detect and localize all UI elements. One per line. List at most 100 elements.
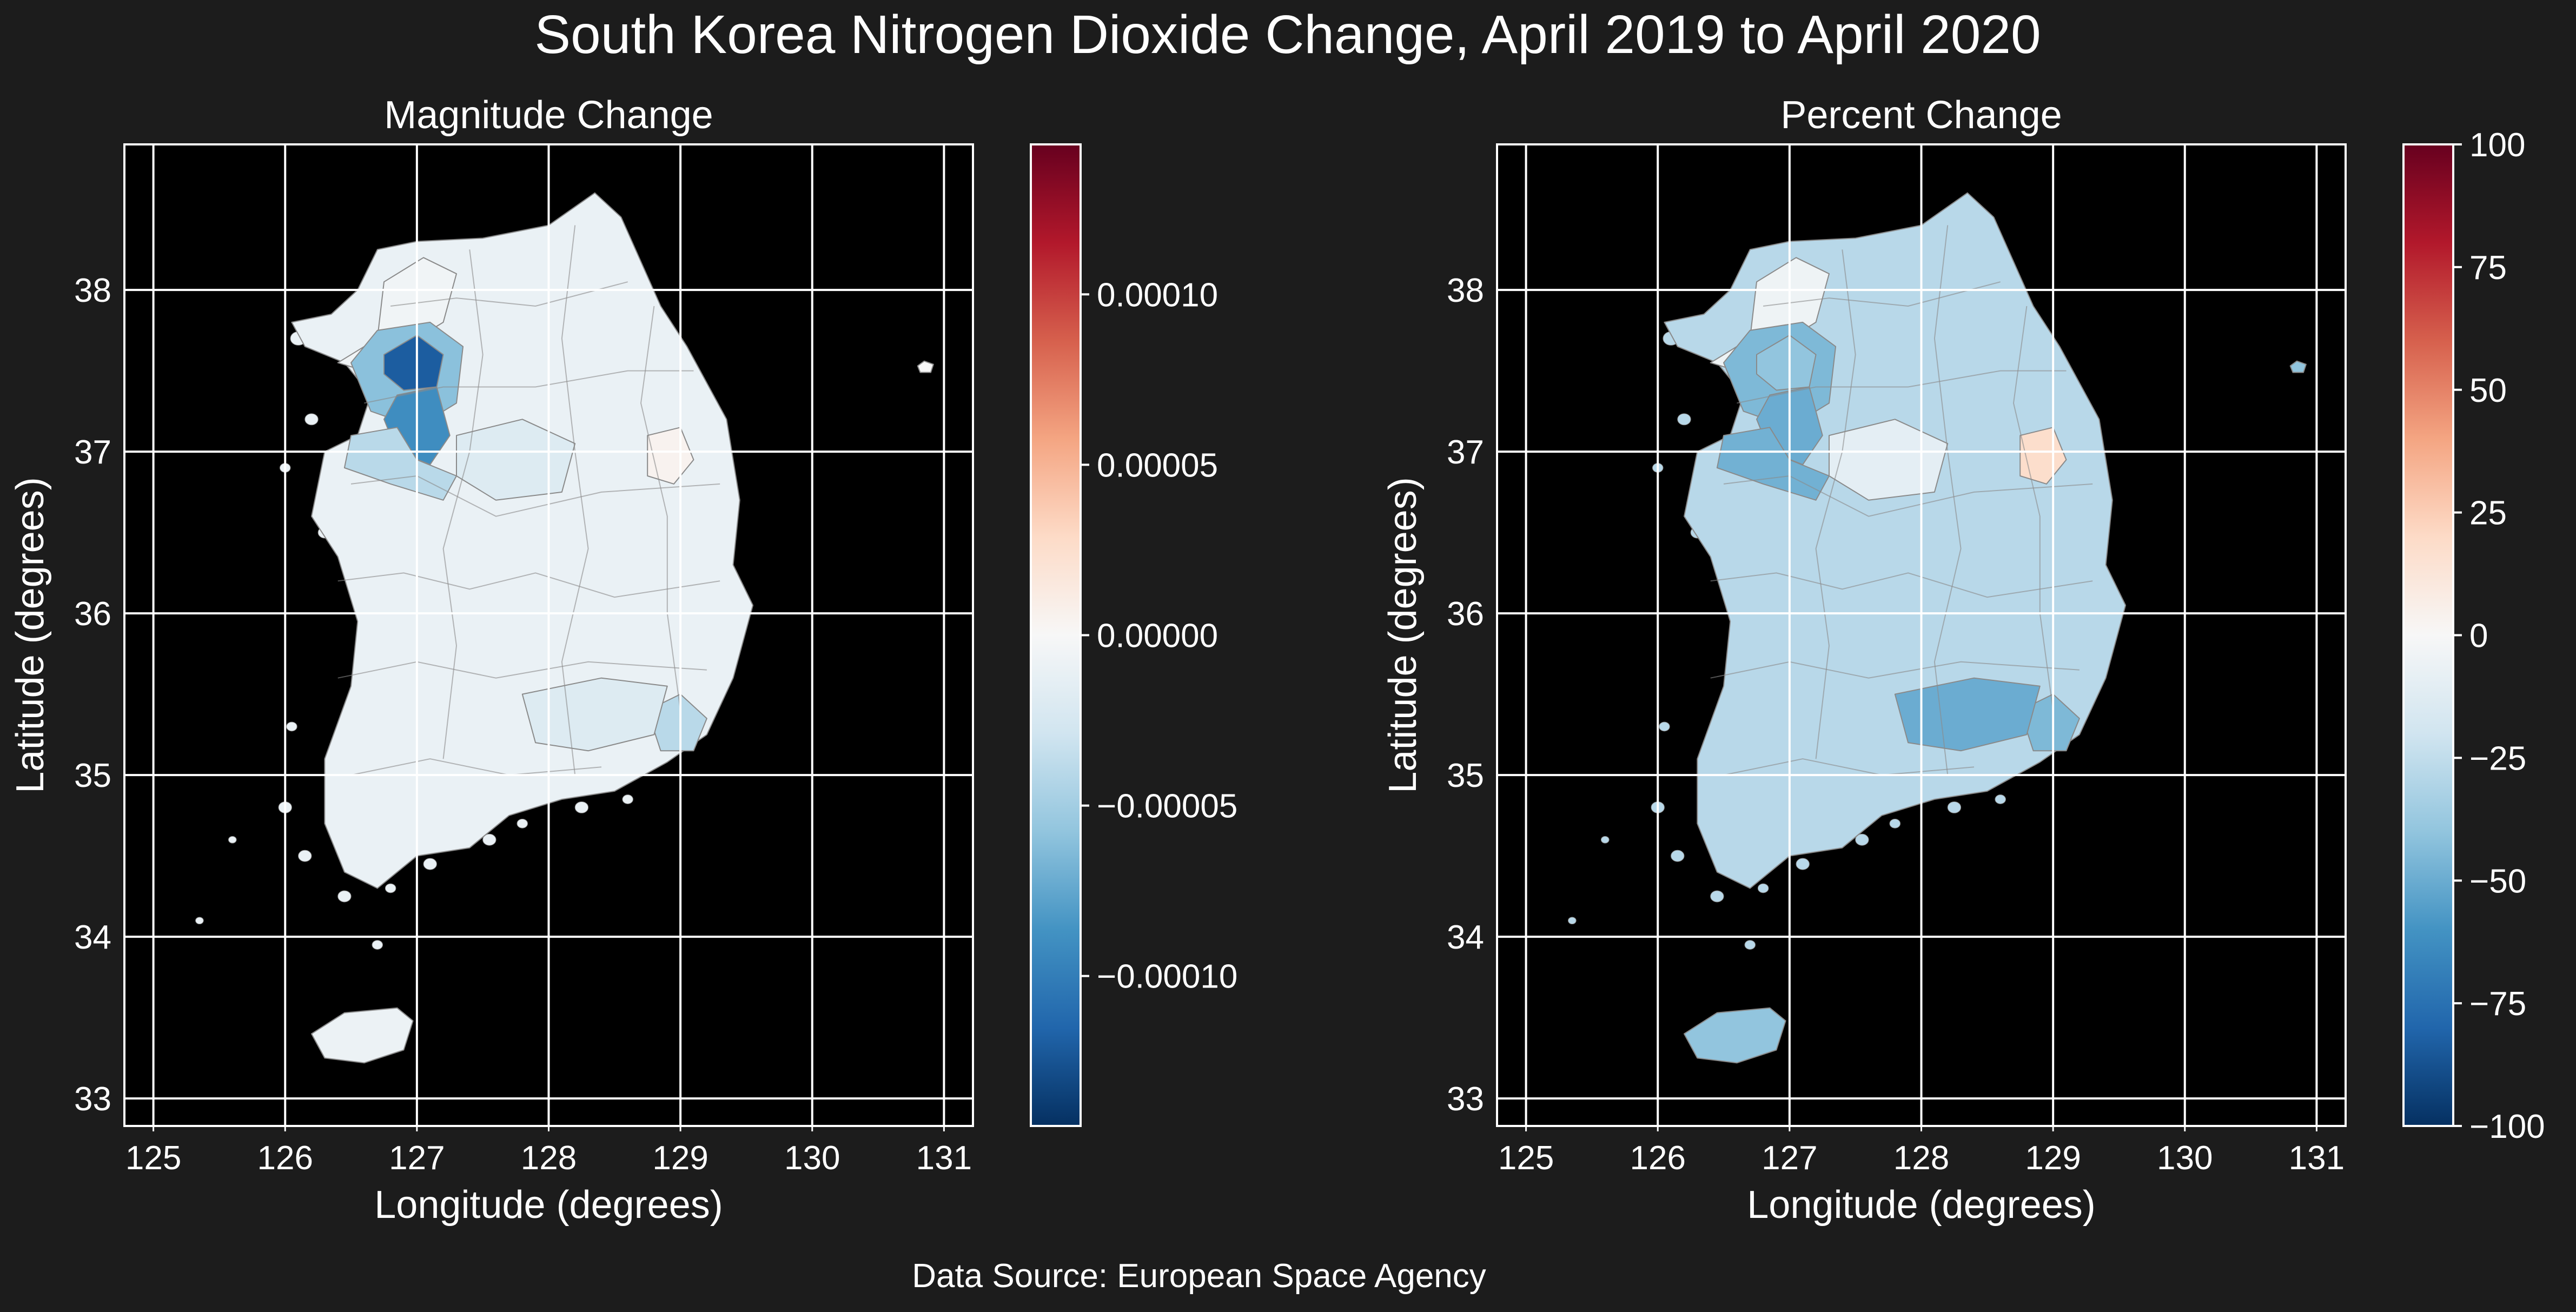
islet-shape	[516, 818, 528, 829]
islet-shape	[423, 858, 437, 870]
choropleth-layer	[1568, 192, 2307, 1064]
islet-shape	[195, 917, 204, 925]
y-tick-label: 34	[74, 919, 111, 956]
region-gyeongbuk-inland	[647, 427, 694, 485]
region-ulleungdo	[917, 360, 934, 373]
x-tick-label: 131	[2289, 1139, 2345, 1177]
x-tick-label: 126	[257, 1139, 313, 1177]
colorbar-tick-label: 50	[2469, 372, 2507, 409]
x-tick-label: 127	[1762, 1139, 1817, 1177]
region-gyeongbuk-inland	[2019, 427, 2067, 485]
islet-shape	[1889, 818, 1901, 829]
y-tick-label: 35	[74, 757, 111, 794]
colorbar-tick-label: −50	[2469, 863, 2526, 900]
islet-shape	[1796, 858, 1810, 870]
region-jeju	[1684, 1007, 1786, 1064]
islet-shape	[1659, 721, 1670, 732]
x-tick-label: 129	[2025, 1139, 2081, 1177]
district-boundary-line	[337, 572, 720, 598]
district-boundary-line	[1723, 758, 1975, 776]
district-boundary-line	[1763, 281, 2001, 307]
islet-shape	[1568, 917, 1577, 925]
y-tick-label: 34	[1447, 919, 1484, 956]
data-source-note: Data Source: European Space Agency	[912, 1257, 1486, 1295]
y-tick-label: 37	[74, 434, 111, 471]
district-boundary-line	[350, 758, 602, 776]
x-axis-label: Longitude (degrees)	[374, 1183, 723, 1227]
panel-title: Magnitude Change	[384, 94, 713, 137]
x-tick-label: 130	[784, 1139, 840, 1177]
islet-shape	[286, 721, 297, 732]
region-busan-ulsan	[647, 693, 707, 752]
district-boundary-line	[337, 661, 707, 679]
x-tick-label: 126	[1630, 1139, 1686, 1177]
islet-shape	[574, 801, 589, 813]
x-tick-label: 128	[521, 1139, 577, 1177]
region-southeast	[1894, 677, 2041, 752]
colorbar-gradient	[1030, 143, 1082, 1127]
figure-title: South Korea Nitrogen Dioxide Change, Apr…	[534, 4, 2041, 65]
choropleth-layer	[195, 192, 934, 1064]
region-chungcheong-north	[456, 419, 576, 501]
colorbar-tick-label: −75	[2469, 985, 2526, 1023]
colorbar-tick-label: 75	[2469, 249, 2507, 287]
colorbar-tick-label: 25	[2469, 495, 2507, 532]
islet-shape	[622, 794, 633, 804]
colorbar: 100 75 50 25 0 −25 −50 −75 −100	[2402, 127, 2545, 1145]
y-tick-label: 33	[74, 1081, 111, 1118]
colorbar-tick-label: −100	[2469, 1108, 2545, 1145]
colorbar-tick-label: −25	[2469, 740, 2526, 777]
islet-shape	[1744, 940, 1756, 950]
district-boundary-line	[561, 225, 589, 776]
x-tick-label: 125	[125, 1139, 181, 1177]
percent-change-panel: 125 126 127 128 129 130 131 33 34 35 36 37 38 Percent…	[1381, 94, 2545, 1227]
x-tick-label: 128	[1893, 1139, 1949, 1177]
panel-title: Percent Change	[1780, 94, 2062, 137]
district-boundary-line	[1723, 475, 2093, 517]
colorbar: 0.00010 0.00005 0.00000 −0.00005 −0.00010	[1030, 143, 1237, 1127]
islet-shape	[1710, 890, 1724, 903]
islet-shape	[1600, 836, 1610, 844]
colorbar-tick-label: −0.00010	[1097, 958, 1237, 996]
x-tick-label: 130	[2157, 1139, 2213, 1177]
district-boundary-line	[1710, 572, 2093, 598]
y-axis-label: Latitude (degrees)	[1381, 477, 1425, 793]
district-boundary-line	[442, 249, 484, 759]
y-tick-label: 36	[74, 595, 111, 633]
islet-shape	[1677, 413, 1691, 426]
islet-shape	[1757, 883, 1769, 893]
islet-shape	[1947, 801, 1962, 813]
islet-shape	[1995, 794, 2006, 804]
district-boundary-line	[1710, 661, 2080, 679]
islet-shape	[372, 940, 383, 950]
y-tick-label: 35	[1447, 757, 1484, 794]
colorbar-tick-label: 0.00005	[1097, 447, 1218, 484]
magnitude-change-panel: 125 126 127 128 129 130 131 33 34 35 36 37 38 Magnitu…	[9, 94, 1237, 1227]
colorbar-gradient	[2402, 143, 2454, 1127]
district-boundary-line	[390, 281, 628, 307]
y-tick-label: 38	[74, 272, 111, 309]
colorbar-tick-label: 0.00000	[1097, 618, 1218, 655]
islet-shape	[385, 883, 396, 893]
x-tick-label: 127	[389, 1139, 445, 1177]
islet-shape	[304, 413, 319, 426]
colorbar-tick-label: 0.00010	[1097, 276, 1218, 314]
islet-shape	[228, 836, 237, 844]
gridlines	[124, 144, 973, 1126]
colorbar-tick-label: 100	[2469, 127, 2525, 164]
x-tick-label: 125	[1498, 1139, 1554, 1177]
region-ulleungdo	[2289, 360, 2307, 373]
islet-shape	[1671, 850, 1685, 862]
islet-shape	[337, 890, 352, 903]
x-axis-label: Longitude (degrees)	[1747, 1183, 2095, 1227]
region-jeju	[311, 1007, 414, 1064]
y-tick-label: 37	[1447, 434, 1484, 471]
y-axis-label: Latitude (degrees)	[9, 477, 52, 793]
colorbar-tick-label: 0	[2469, 618, 2488, 655]
region-southeast	[521, 677, 668, 752]
x-tick-label: 131	[916, 1139, 972, 1177]
islet-shape	[298, 850, 312, 862]
region-chungcheong-north	[1829, 419, 1949, 501]
x-tick-label: 129	[652, 1139, 708, 1177]
